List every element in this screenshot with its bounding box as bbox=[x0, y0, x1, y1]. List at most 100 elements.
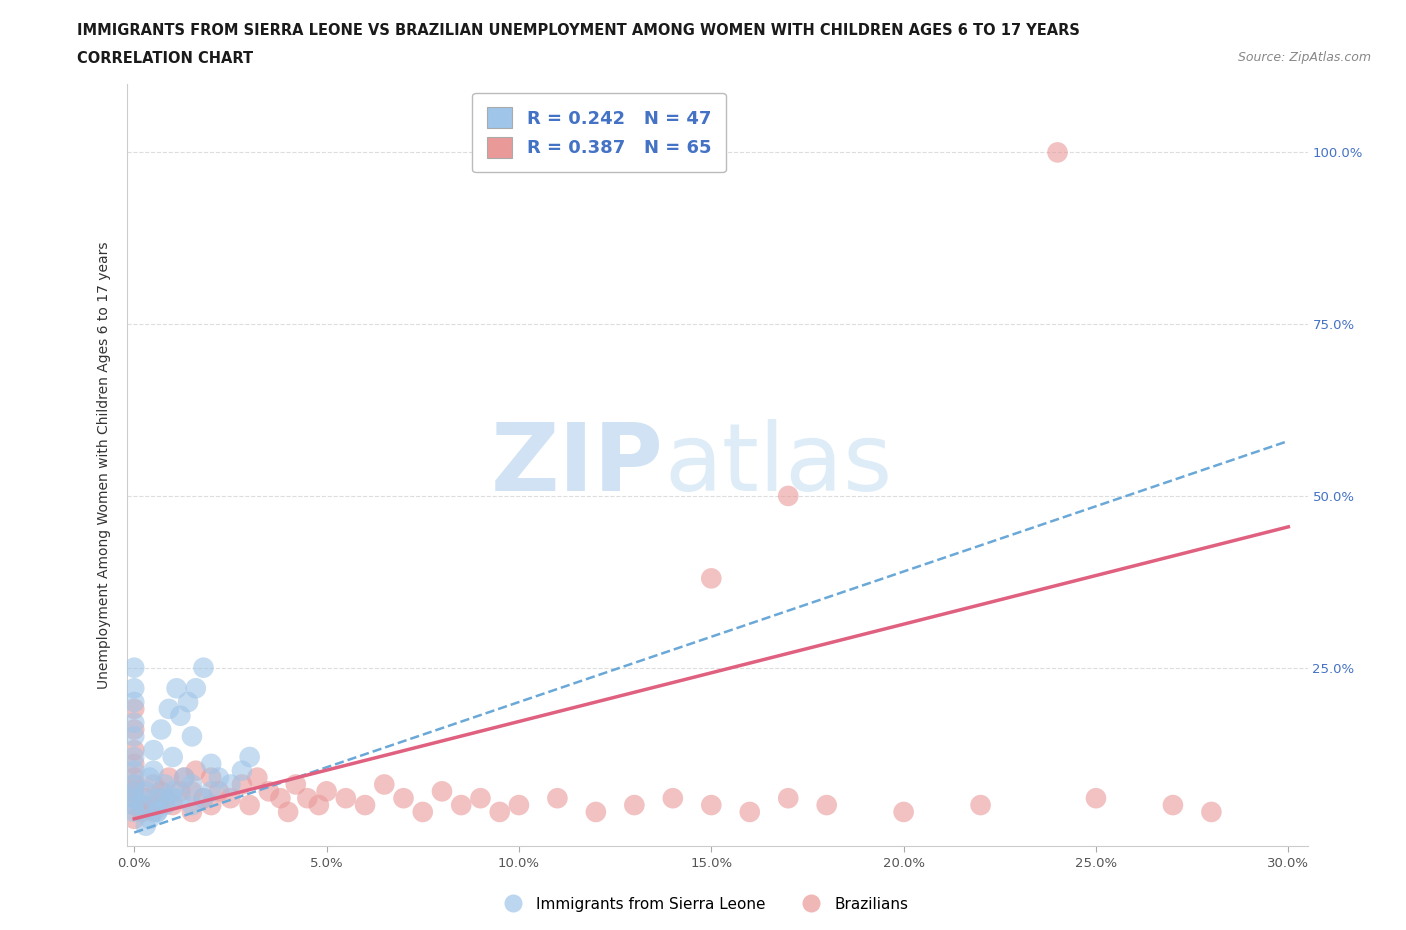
Point bbox=[181, 729, 204, 744]
Point bbox=[184, 681, 207, 696]
Point bbox=[122, 811, 145, 826]
Point bbox=[181, 798, 204, 813]
Point bbox=[200, 770, 222, 785]
Point bbox=[135, 818, 157, 833]
Point bbox=[122, 798, 145, 813]
Point bbox=[308, 798, 330, 813]
Point bbox=[150, 784, 173, 799]
Point bbox=[297, 790, 319, 805]
Point bbox=[1161, 798, 1184, 813]
Point bbox=[738, 804, 761, 819]
Point bbox=[122, 764, 145, 778]
Text: Source: ZipAtlas.com: Source: ZipAtlas.com bbox=[1237, 51, 1371, 64]
Point bbox=[1046, 145, 1069, 160]
Point bbox=[173, 770, 195, 785]
Point bbox=[122, 729, 145, 744]
Point bbox=[122, 722, 145, 737]
Point bbox=[122, 784, 145, 799]
Point bbox=[122, 660, 145, 675]
Point bbox=[335, 790, 357, 805]
Point bbox=[166, 681, 188, 696]
Point bbox=[162, 750, 184, 764]
Point bbox=[700, 571, 723, 586]
Point bbox=[181, 777, 204, 792]
Point bbox=[893, 804, 915, 819]
Point bbox=[662, 790, 685, 805]
Point bbox=[208, 784, 231, 799]
Point bbox=[193, 790, 215, 805]
Point bbox=[122, 798, 145, 813]
Point bbox=[122, 756, 145, 771]
Point bbox=[815, 798, 838, 813]
Point bbox=[122, 770, 145, 785]
Point bbox=[470, 790, 492, 805]
Point bbox=[623, 798, 645, 813]
Point bbox=[122, 681, 145, 696]
Point bbox=[700, 798, 723, 813]
Point bbox=[412, 804, 434, 819]
Point bbox=[162, 798, 184, 813]
Point bbox=[131, 804, 153, 819]
Point bbox=[162, 790, 184, 805]
Point bbox=[169, 784, 191, 799]
Point bbox=[193, 790, 215, 805]
Point bbox=[1201, 804, 1223, 819]
Point bbox=[122, 777, 145, 792]
Point bbox=[138, 798, 160, 813]
Point bbox=[546, 790, 568, 805]
Point bbox=[153, 790, 176, 805]
Point bbox=[138, 811, 160, 826]
Text: ZIP: ZIP bbox=[491, 419, 664, 511]
Point bbox=[157, 701, 180, 716]
Point bbox=[142, 804, 165, 819]
Point bbox=[122, 701, 145, 716]
Point bbox=[122, 804, 145, 819]
Point bbox=[277, 804, 299, 819]
Point bbox=[508, 798, 530, 813]
Y-axis label: Unemployment Among Women with Children Ages 6 to 17 years: Unemployment Among Women with Children A… bbox=[97, 241, 111, 689]
Point bbox=[157, 770, 180, 785]
Point bbox=[135, 790, 157, 805]
Point bbox=[969, 798, 991, 813]
Point bbox=[153, 777, 176, 792]
Point bbox=[131, 798, 153, 813]
Point bbox=[450, 798, 472, 813]
Point bbox=[177, 695, 200, 710]
Point bbox=[488, 804, 510, 819]
Point bbox=[138, 770, 160, 785]
Point bbox=[146, 798, 169, 813]
Point bbox=[122, 784, 145, 799]
Point bbox=[208, 770, 231, 785]
Point bbox=[181, 784, 204, 799]
Point bbox=[1085, 790, 1108, 805]
Point bbox=[169, 790, 191, 805]
Point bbox=[231, 777, 253, 792]
Point bbox=[122, 790, 145, 805]
Text: atlas: atlas bbox=[664, 419, 893, 511]
Point bbox=[150, 790, 173, 805]
Point bbox=[142, 790, 165, 805]
Point bbox=[200, 784, 222, 799]
Point bbox=[373, 777, 395, 792]
Point bbox=[173, 770, 195, 785]
Point bbox=[193, 660, 215, 675]
Point bbox=[146, 804, 169, 819]
Point bbox=[430, 784, 453, 799]
Point bbox=[257, 784, 280, 799]
Point bbox=[146, 804, 169, 819]
Text: CORRELATION CHART: CORRELATION CHART bbox=[77, 51, 253, 66]
Point bbox=[315, 784, 337, 799]
Point bbox=[122, 715, 145, 730]
Point bbox=[122, 790, 145, 805]
Point bbox=[585, 804, 607, 819]
Point bbox=[284, 777, 307, 792]
Point bbox=[153, 798, 176, 813]
Point bbox=[269, 790, 291, 805]
Point bbox=[122, 743, 145, 758]
Point bbox=[219, 790, 242, 805]
Point bbox=[169, 709, 191, 724]
Point bbox=[200, 798, 222, 813]
Point bbox=[142, 743, 165, 758]
Point bbox=[354, 798, 377, 813]
Point bbox=[181, 804, 204, 819]
